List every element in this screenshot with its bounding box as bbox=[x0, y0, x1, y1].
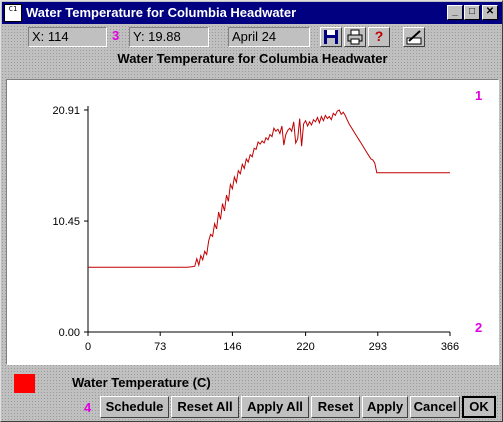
x-tick-label: 366 bbox=[441, 341, 459, 353]
marker-1: 1 bbox=[475, 88, 482, 103]
series-line bbox=[88, 109, 450, 268]
legend-label: Water Temperature (C) bbox=[72, 375, 211, 390]
plot-area[interactable]: 0 73 146 220 293 366 0.00 10.45 20.91 1 2 bbox=[6, 79, 499, 365]
legend-color-swatch[interactable] bbox=[14, 374, 35, 393]
window-title: Water Temperature for Columbia Headwater bbox=[26, 5, 297, 20]
ok-button[interactable]: OK bbox=[462, 396, 496, 418]
marker-4: 4 bbox=[84, 400, 92, 415]
apply-button[interactable]: Apply bbox=[362, 396, 408, 418]
schedule-button[interactable]: Schedule bbox=[100, 396, 169, 418]
y-tick-label: 0.00 bbox=[59, 327, 80, 339]
x-tick-label: 220 bbox=[296, 341, 314, 353]
close-button[interactable]: ✕ bbox=[482, 5, 498, 20]
reset-all-button[interactable]: Reset All bbox=[171, 396, 239, 418]
help-icon: ? bbox=[374, 28, 384, 44]
x-tick-label: 73 bbox=[154, 341, 166, 353]
x-tick-label: 146 bbox=[223, 341, 241, 353]
edit-icon bbox=[406, 30, 422, 45]
y-tick-label: 10.45 bbox=[52, 216, 80, 228]
cancel-button[interactable]: Cancel bbox=[410, 396, 460, 418]
app-icon[interactable]: C1 bbox=[4, 4, 22, 22]
x-tick-label: 293 bbox=[369, 341, 387, 353]
chart-title: Water Temperature for Columbia Headwater bbox=[117, 51, 388, 66]
minimize-button[interactable]: _ bbox=[447, 5, 463, 20]
date-readout: April 24 bbox=[228, 27, 310, 47]
marker-3: 3 bbox=[112, 28, 120, 43]
line-chart[interactable]: 0 73 146 220 293 366 0.00 10.45 20.91 1 2 bbox=[7, 80, 498, 364]
maximize-button[interactable]: □ bbox=[464, 5, 480, 20]
x-readout: X: 114 bbox=[28, 27, 107, 47]
y-readout: Y: 19.88 bbox=[129, 27, 209, 47]
reset-button[interactable]: Reset bbox=[311, 396, 360, 418]
save-icon bbox=[324, 30, 338, 44]
apply-all-button[interactable]: Apply All bbox=[241, 396, 309, 418]
print-button[interactable] bbox=[344, 27, 366, 47]
edit-button[interactable] bbox=[403, 27, 425, 47]
save-button[interactable] bbox=[320, 27, 342, 47]
title-bar[interactable]: C1 Water Temperature for Columbia Headwa… bbox=[2, 2, 502, 24]
y-tick-label: 20.91 bbox=[52, 105, 80, 117]
help-button[interactable]: ? bbox=[368, 27, 390, 47]
print-icon bbox=[347, 29, 363, 45]
x-tick-label: 0 bbox=[85, 341, 91, 353]
marker-2: 2 bbox=[475, 320, 482, 335]
